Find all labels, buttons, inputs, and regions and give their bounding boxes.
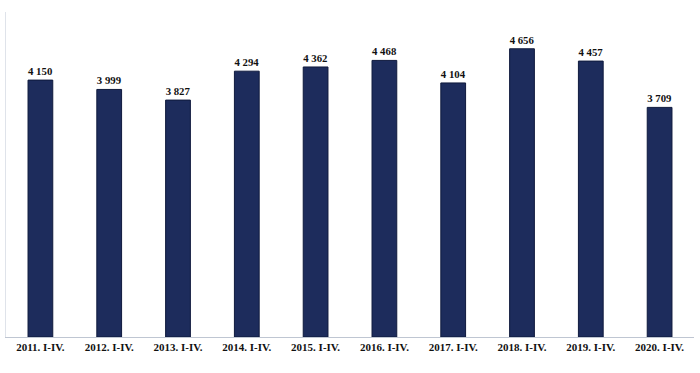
svg-text:2016. I-IV.: 2016. I-IV.	[360, 341, 409, 353]
svg-text:2018. I-IV.: 2018. I-IV.	[497, 341, 546, 353]
svg-text:2017. I-IV.: 2017. I-IV.	[429, 341, 478, 353]
svg-text:2012. I-IV.: 2012. I-IV.	[85, 341, 134, 353]
svg-text:4 468: 4 468	[372, 45, 397, 57]
svg-text:2013. I-IV.: 2013. I-IV.	[153, 341, 202, 353]
svg-text:4 294: 4 294	[234, 56, 259, 68]
svg-text:3 709: 3 709	[647, 92, 671, 104]
svg-text:3 999: 3 999	[97, 74, 121, 86]
svg-text:3 827: 3 827	[166, 85, 191, 97]
svg-text:4 656: 4 656	[510, 34, 535, 46]
svg-text:2020. I-IV.: 2020. I-IV.	[635, 341, 684, 353]
svg-text:2019. I-IV.: 2019. I-IV.	[566, 341, 615, 353]
svg-text:2014. I-IV.: 2014. I-IV.	[222, 341, 271, 353]
svg-text:2015. I-IV.: 2015. I-IV.	[291, 341, 340, 353]
svg-text:2011. I-IV.: 2011. I-IV.	[16, 341, 65, 353]
svg-text:4 150: 4 150	[28, 65, 52, 77]
svg-text:4 457: 4 457	[578, 46, 603, 58]
svg-text:4 104: 4 104	[441, 68, 466, 80]
svg-text:4 362: 4 362	[303, 52, 327, 64]
